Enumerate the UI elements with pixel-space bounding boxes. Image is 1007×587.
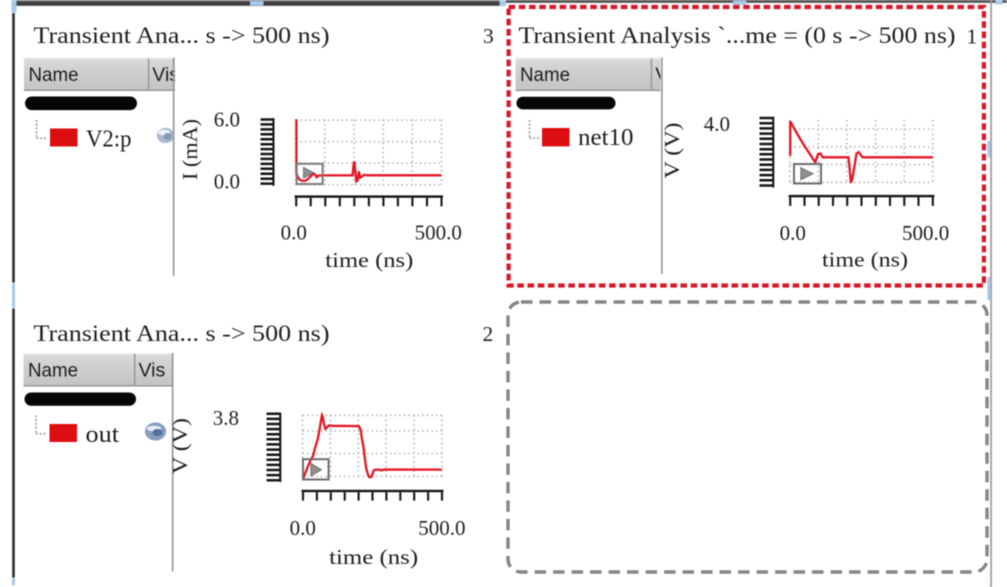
svg-text:time (ns): time (ns) bbox=[325, 248, 413, 272]
svg-text:V (V): V (V) bbox=[168, 418, 192, 474]
svg-text:3: 3 bbox=[483, 24, 494, 48]
svg-text:4.0: 4.0 bbox=[704, 112, 730, 136]
svg-text:0.0: 0.0 bbox=[281, 221, 307, 245]
svg-text:time (ns): time (ns) bbox=[329, 545, 418, 569]
svg-text:Name: Name bbox=[29, 64, 79, 86]
svg-text:Name: Name bbox=[28, 359, 78, 381]
svg-text:V2:p: V2:p bbox=[86, 127, 132, 153]
svg-text:Transient Analysis `...me = (0: Transient Analysis `...me = (0 s -> 500 … bbox=[519, 23, 956, 48]
svg-text:Transient Ana... s -> 500 ns): Transient Ana... s -> 500 ns) bbox=[34, 321, 330, 346]
svg-text:3.8: 3.8 bbox=[213, 406, 239, 430]
svg-text:1: 1 bbox=[967, 25, 978, 49]
svg-text:Vis: Vis bbox=[139, 359, 166, 381]
svg-text:I (mA): I (mA) bbox=[178, 119, 202, 180]
svg-text:500.0: 500.0 bbox=[418, 516, 465, 540]
svg-text:net10: net10 bbox=[578, 125, 634, 151]
svg-text:time (ns): time (ns) bbox=[822, 248, 908, 272]
svg-text:0.0: 0.0 bbox=[214, 170, 240, 194]
svg-text:500.0: 500.0 bbox=[415, 221, 462, 245]
svg-text:V (V): V (V) bbox=[660, 123, 684, 179]
svg-text:Vis: Vis bbox=[152, 64, 179, 86]
svg-text:Name: Name bbox=[520, 64, 570, 86]
svg-text:6.0: 6.0 bbox=[214, 108, 240, 132]
svg-text:2: 2 bbox=[483, 322, 494, 346]
svg-text:500.0: 500.0 bbox=[902, 221, 949, 245]
svg-text:out: out bbox=[86, 422, 120, 448]
svg-text:Vis: Vis bbox=[655, 64, 682, 86]
svg-text:0.0: 0.0 bbox=[290, 516, 316, 540]
svg-text:0.0: 0.0 bbox=[780, 221, 806, 245]
svg-text:Transient Ana... s -> 500 ns): Transient Ana... s -> 500 ns) bbox=[34, 23, 330, 48]
